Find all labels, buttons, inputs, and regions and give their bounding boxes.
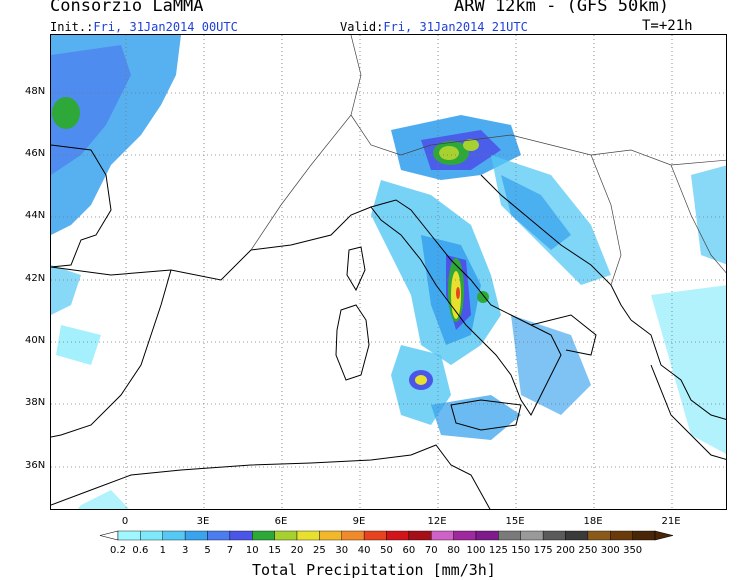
- colorbar-segment: [140, 530, 163, 541]
- colorbar-tick-label: 300: [600, 545, 620, 556]
- colorbar-tick-label: 80: [447, 545, 460, 556]
- colorbar-tick-label: 25: [313, 545, 326, 556]
- lon-label: 15E: [505, 516, 525, 527]
- org-title: Consorzio LaMMA: [50, 0, 204, 16]
- colorbar-tick-label: 175: [533, 545, 553, 556]
- lon-label: 9E: [352, 516, 366, 527]
- colorbar-segment: [229, 530, 253, 541]
- colorbar-segments: [99, 530, 674, 541]
- colorbar-tick-label: 125: [488, 545, 508, 556]
- colorbar-segment: [184, 530, 208, 541]
- lon-label: 21E: [661, 516, 681, 527]
- colorbar-tick-label: 40: [357, 545, 371, 556]
- colorbar-segment: [520, 530, 544, 541]
- init-label: Init.:: [50, 20, 94, 34]
- colorbar-segment: [610, 530, 633, 541]
- colorbar-segment: [341, 530, 365, 541]
- lon-label: 3E: [196, 516, 210, 527]
- colorbar-segment: [565, 530, 589, 541]
- colorbar-segment: [162, 530, 186, 541]
- map-canvas: [51, 35, 726, 509]
- colorbar-segment: [363, 530, 387, 541]
- colorbar-tick-label: 70: [424, 545, 438, 556]
- precipitation-field: [51, 35, 726, 509]
- colorbar-tick-label: 30: [335, 545, 349, 556]
- colorbar-tick-label: 1: [159, 545, 166, 556]
- valid-time: Valid:Fri, 31Jan2014 21UTC: [340, 20, 528, 34]
- colorbar-segment: [274, 530, 298, 541]
- lat-label: 38N: [25, 397, 46, 408]
- graticule: [51, 35, 726, 509]
- lead-time: T=+21h: [642, 18, 693, 34]
- colorbar-segment: [252, 530, 275, 541]
- colorbar-segment: [475, 530, 499, 541]
- colorbar-segment: [542, 530, 566, 541]
- lat-label: 36N: [25, 460, 46, 471]
- precipitation-map: [50, 34, 727, 510]
- colorbar-segment: [207, 530, 231, 541]
- lat-label: 42N: [25, 273, 46, 284]
- lon-label: 18E: [583, 516, 603, 527]
- colorbar-segment: [632, 530, 656, 541]
- colorbar-segment: [587, 530, 611, 541]
- init-value: Fri, 31Jan2014 00UTC: [93, 20, 238, 34]
- colorbar-tick-label: 250: [578, 545, 598, 556]
- colorbar-tick-label: 0.2: [110, 545, 126, 556]
- colorbar-tick-label: 0.6: [132, 545, 149, 556]
- colorbar-tick-label: 50: [380, 545, 393, 556]
- colorbar-tick-label: 150: [511, 545, 531, 556]
- colorbar-segment: [498, 530, 521, 541]
- valid-label: Valid:: [340, 20, 384, 34]
- colorbar-arrow-left: [99, 530, 119, 541]
- colorbar-segment: [431, 530, 454, 541]
- lat-label: 46N: [25, 148, 46, 159]
- valid-value: Fri, 31Jan2014 21UTC: [383, 20, 528, 34]
- colorbar-tick-label: 100: [466, 545, 486, 556]
- lat-label: 44N: [25, 210, 46, 221]
- lon-label: 6E: [274, 516, 288, 527]
- lon-label: 0: [121, 516, 129, 527]
- colorbar-tick-label: 5: [204, 545, 211, 556]
- colorbar-tick-label: 350: [623, 545, 643, 556]
- lat-label: 40N: [25, 335, 46, 346]
- lat-label: 48N: [25, 86, 46, 97]
- colorbar-tick-label: 60: [402, 545, 416, 556]
- colorbar-segment: [296, 530, 320, 541]
- colorbar-tick-label: 7: [226, 545, 234, 556]
- colorbar-segment: [453, 530, 477, 541]
- colorbar-tick-label: 15: [268, 545, 281, 556]
- lon-label: 12E: [427, 516, 447, 527]
- colorbar-tick-label: 10: [245, 545, 259, 556]
- model-title: ARW 12km - (GFS 50km): [454, 0, 669, 16]
- init-time: Init.:Fri, 31Jan2014 00UTC: [50, 20, 238, 34]
- colorbar-title: Total Precipitation [mm/3h]: [252, 561, 496, 579]
- coastlines: [51, 35, 726, 509]
- colorbar-arrow-right: [654, 530, 674, 541]
- colorbar-segment: [319, 530, 342, 541]
- colorbar-segment: [408, 530, 432, 541]
- colorbar-segment: [386, 530, 410, 541]
- colorbar-tick-label: 200: [555, 545, 576, 556]
- colorbar-tick-label: 20: [290, 545, 304, 556]
- colorbar-tick-label: 3: [181, 545, 189, 556]
- colorbar-segment: [117, 530, 141, 541]
